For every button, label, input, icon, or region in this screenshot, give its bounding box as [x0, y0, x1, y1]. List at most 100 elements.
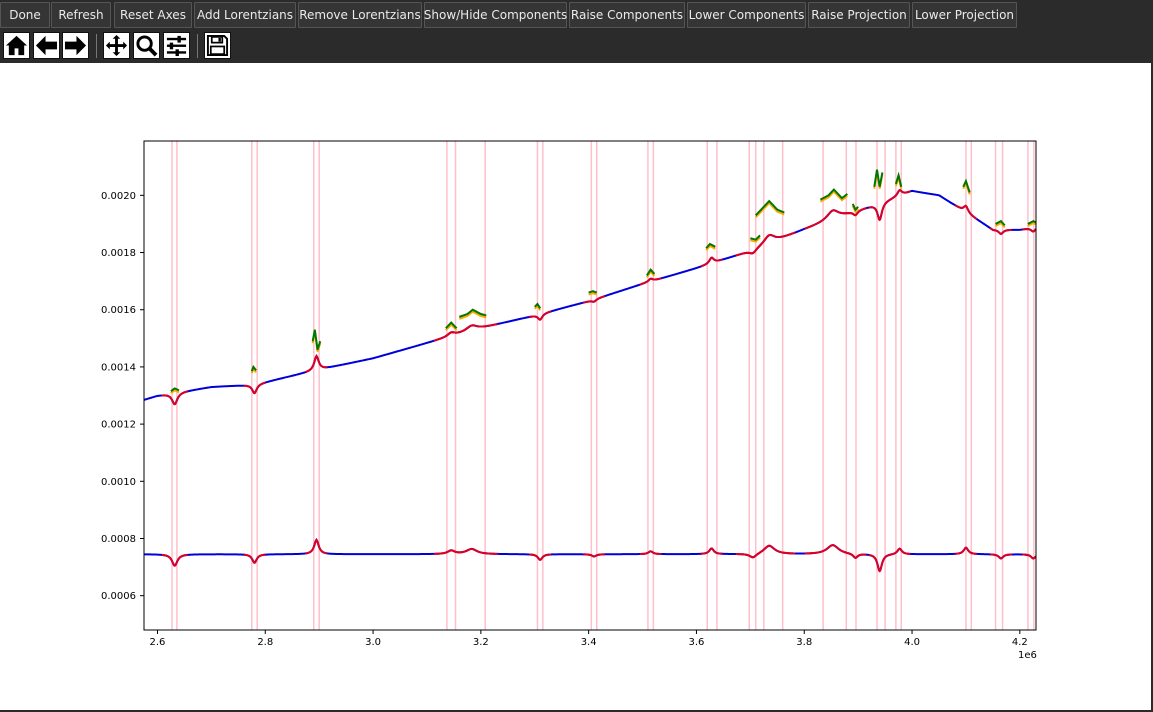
component-green-line	[445, 321, 458, 329]
component-green-line	[588, 290, 598, 294]
component-green-line	[534, 302, 541, 309]
x-tick-label: 3.8	[796, 637, 812, 648]
lorentzian-peak-line	[954, 204, 978, 220]
projection-peak-line	[305, 538, 328, 555]
component-green-line	[819, 188, 848, 201]
y-tick-label: 0.0018	[101, 248, 136, 259]
x-tick-label: 4.0	[904, 637, 920, 648]
x-tick-label: 4.2	[1012, 637, 1028, 648]
forward-button[interactable]	[62, 32, 89, 59]
component-green-line	[750, 234, 761, 241]
toolbar-separator	[96, 34, 97, 58]
component-orange-line	[588, 292, 598, 296]
lorentzian-peak-line	[639, 277, 662, 286]
zoom-button[interactable]	[133, 32, 160, 59]
component-green-line	[962, 178, 971, 193]
y-tick-label: 0.0016	[101, 305, 136, 316]
component-green-line	[755, 199, 785, 217]
lower-projection-button[interactable]: Lower Projection	[912, 2, 1017, 28]
lorentzian-peak-line	[888, 189, 911, 202]
plot-figure[interactable]: 2.6 2.8 3.0 3.2 3.4 3.6 3.8 4.0 4.2 0.0006 0.0008…	[0, 63, 1151, 710]
lorentzian-peak-line	[844, 207, 867, 217]
x-tick-label: 3.6	[688, 637, 704, 648]
component-green-line	[705, 242, 716, 249]
home-button[interactable]	[3, 32, 30, 59]
projection-peak-line	[888, 547, 911, 557]
figure-canvas[interactable]: 2.6 2.8 3.0 3.2 3.4 3.6 3.8 4.0 4.2 0.0006 0.0008…	[0, 63, 1153, 710]
component-orange-line	[705, 244, 716, 251]
home-icon	[5, 35, 28, 56]
lorentzian-peak-line	[305, 354, 328, 373]
show-hide-components-button[interactable]: Show/Hide Components	[424, 2, 567, 28]
configure-subplots-button[interactable]	[163, 32, 190, 59]
component-orange-line	[170, 389, 180, 395]
lorentzian-peak-line	[700, 256, 723, 268]
lorentzian-peak-line	[243, 381, 266, 395]
add-lorentzians-button[interactable]: Add Lorentzians	[194, 2, 296, 28]
fit-curve-group	[144, 188, 1036, 406]
x-tick-label: 2.8	[257, 637, 273, 648]
axes-frame	[143, 140, 1037, 631]
back-arrow-icon	[35, 35, 58, 56]
projection-peak-line	[990, 553, 1012, 560]
projection-peak-line	[161, 553, 188, 567]
lorentzian-peak-line	[1022, 228, 1036, 233]
component-green-line	[1027, 219, 1036, 225]
x-tick-label: 2.6	[150, 637, 166, 648]
x-tick-label: 3.4	[581, 637, 597, 648]
component-orange-line	[995, 221, 1006, 229]
lorentzian-peak-line	[445, 323, 498, 337]
y-tick-label: 0.0008	[101, 534, 136, 545]
component-orange-line	[755, 201, 785, 219]
raise-components-button[interactable]: Raise Components	[569, 2, 685, 28]
component-orange-line	[534, 304, 541, 311]
component-orange-line	[750, 236, 761, 243]
forward-arrow-icon	[64, 35, 87, 56]
y-tick-label: 0.0020	[101, 191, 136, 202]
reset-axes-button[interactable]: Reset Axes	[114, 2, 192, 28]
back-button[interactable]	[33, 32, 60, 59]
projection-peak-line	[743, 544, 796, 559]
component-green-line	[851, 203, 859, 212]
projection-peak-line	[583, 553, 605, 558]
projection-peak-line	[639, 550, 662, 556]
action-toolbar: Done Refresh Reset Axes Add Lorentzians …	[0, 0, 1153, 30]
y-tick-label: 0.0012	[101, 420, 136, 431]
components-group	[170, 169, 1036, 395]
toolbar-separator	[197, 34, 198, 58]
done-button[interactable]: Done	[0, 2, 50, 28]
projection-peak-line	[844, 551, 867, 559]
component-green-line	[250, 364, 257, 372]
raise-projection-button[interactable]: Raise Projection	[808, 2, 910, 28]
lorentzian-peak-line	[989, 227, 1012, 235]
x-tick-label: 3.2	[473, 637, 489, 648]
y-tick-label: 0.0006	[101, 591, 136, 602]
projection-peak-line	[529, 553, 551, 561]
component-orange-line	[445, 323, 458, 331]
lorentzian-peak-line	[529, 310, 552, 321]
x-tick-label: 3.0	[365, 637, 381, 648]
projection-fit-group	[144, 537, 1036, 573]
save-icon	[206, 34, 229, 57]
lorentzian-peak-line	[868, 198, 892, 222]
refresh-button[interactable]: Refresh	[51, 2, 111, 28]
marker-lines	[171, 141, 1035, 630]
remove-lorentzians-button[interactable]: Remove Lorentzians	[298, 2, 422, 28]
projection-peak-line	[868, 553, 891, 573]
projection-peak-line	[1022, 553, 1036, 560]
y-tick-label: 0.0010	[101, 477, 136, 488]
component-orange-line	[819, 190, 848, 203]
component-green-line	[873, 169, 884, 187]
save-figure-button[interactable]	[204, 32, 231, 59]
lower-components-button[interactable]: Lower Components	[687, 2, 806, 28]
pan-button[interactable]	[103, 32, 130, 59]
projection-peak-line	[700, 547, 723, 555]
configure-subplots-icon	[166, 35, 187, 57]
component-green-line	[894, 171, 903, 187]
projection-peak-line	[955, 546, 977, 555]
x-axis-offset-label: 1e6	[1018, 650, 1037, 661]
component-green-line	[458, 308, 487, 318]
component-green-line	[995, 219, 1006, 227]
component-orange-line	[1027, 221, 1036, 227]
projection-peak-line	[445, 547, 498, 555]
